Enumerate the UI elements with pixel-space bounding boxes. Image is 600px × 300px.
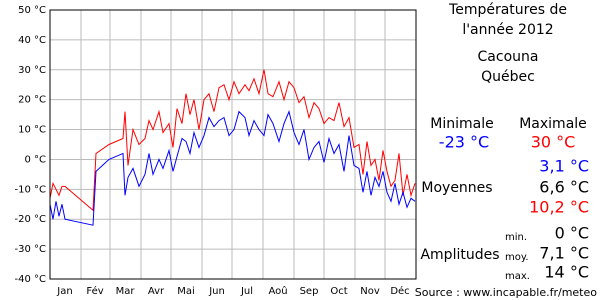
x-tick-label: Nov <box>360 286 380 297</box>
y-tick-label: 30 °C <box>18 65 46 76</box>
series-line <box>49 69 416 212</box>
title-line: l'année 2012 <box>462 22 553 38</box>
mean-avg: 6,6 °C <box>539 178 589 197</box>
plot-area <box>50 10 416 279</box>
mean-label: Moyennes <box>421 180 492 196</box>
amp-max-label: max. <box>505 271 530 282</box>
x-tick-label: Aoû <box>268 285 287 297</box>
max-label: Maximale <box>519 116 587 132</box>
plot-frame <box>49 9 417 280</box>
min-label: Minimale <box>430 116 493 132</box>
y-tick-label: -40 °C <box>15 274 47 285</box>
series-line <box>49 110 416 226</box>
y-tick-label: 0 °C <box>24 154 46 165</box>
x-tick-label: Oct <box>330 286 347 297</box>
x-tick-label: Jun <box>208 286 225 297</box>
x-tick-label: Jul <box>240 286 253 297</box>
y-tick-label: 10 °C <box>18 125 46 136</box>
x-tick-label: Jan <box>56 286 72 297</box>
x-tick-label: Avr <box>148 286 165 297</box>
amp-label: Amplitudes <box>420 247 499 263</box>
y-tick-label: 50 °C <box>18 5 46 16</box>
x-tick-label: Fév <box>86 285 103 297</box>
amp-avg: 7,1 °C <box>539 244 589 263</box>
amp-max: 14 °C <box>544 263 589 282</box>
amp-min-label: min. <box>505 232 527 243</box>
source: Source : www.incapable.fr/meteo <box>415 286 597 299</box>
x-tick-label: Déc <box>390 285 409 297</box>
x-tick-label: Sep <box>300 286 319 297</box>
y-tick-label: -10 °C <box>15 184 47 195</box>
mean-max: 10,2 °C <box>529 198 589 217</box>
title-line: Températures de <box>448 2 567 18</box>
plot <box>49 9 416 280</box>
subtitle-line: Cacouna <box>478 49 539 65</box>
y-tick-label: 40 °C <box>18 35 46 46</box>
mean-min: 3,1 °C <box>539 157 589 176</box>
y-tick-label: 20 °C <box>18 95 46 106</box>
y-tick-label: -30 °C <box>15 244 47 255</box>
max-value: 30 °C <box>531 133 576 152</box>
amp-min: 0 °C <box>555 224 589 243</box>
x-tick-label: Mai <box>177 286 195 297</box>
y-tick-label: -20 °C <box>15 214 47 225</box>
amp-avg-label: moy. <box>505 252 529 263</box>
subtitle-line: Québec <box>481 69 535 85</box>
min-value: -23 °C <box>439 133 489 152</box>
x-tick-label: Mar <box>116 286 136 297</box>
